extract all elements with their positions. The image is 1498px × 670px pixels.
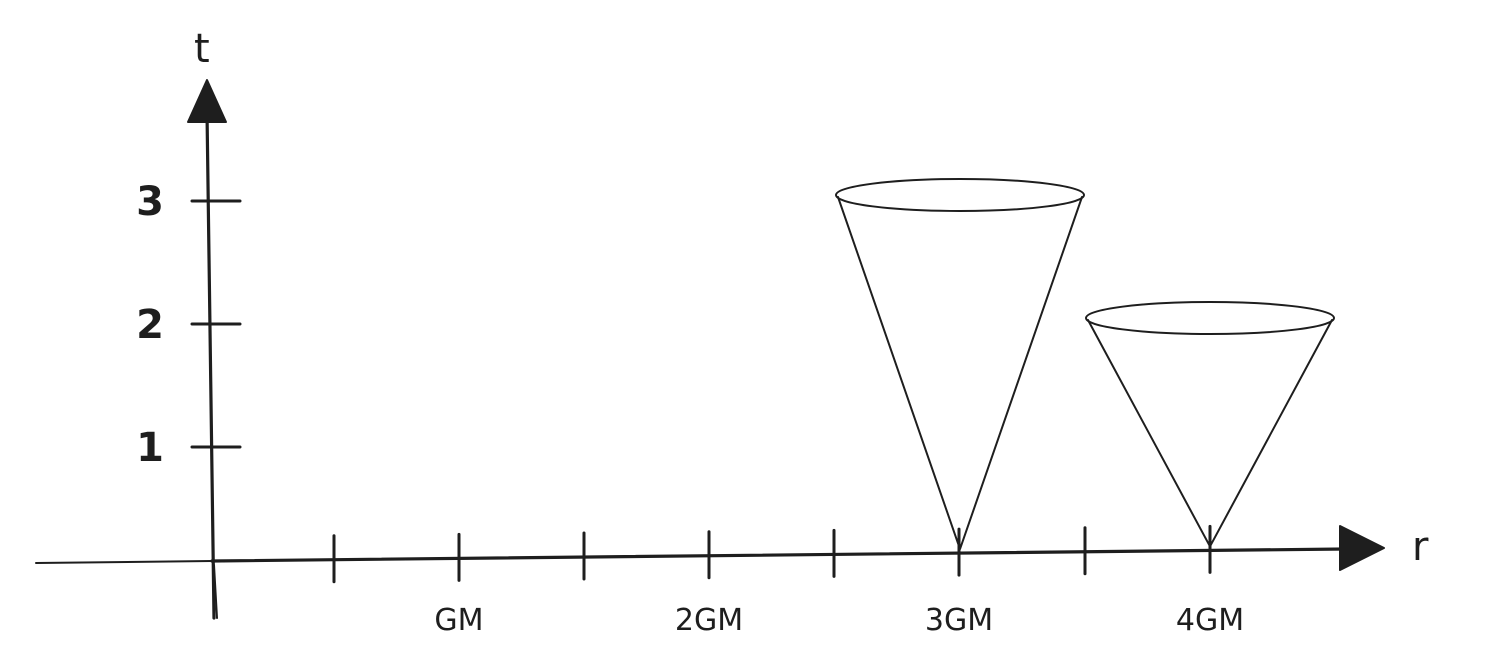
t-tick-label-1: 1 [136, 425, 164, 471]
light-cone-rim [835, 178, 1085, 212]
light-cone-1 [835, 178, 1085, 551]
r-axis-arrowhead [1339, 525, 1385, 571]
light-cone-sides [1087, 319, 1333, 548]
light-cone-rim [1085, 301, 1335, 335]
r-tick-label-3GM: 3GM [925, 603, 993, 638]
r-axis-left-extension [35, 560, 213, 564]
light-cone-2 [1085, 301, 1335, 548]
r-axis-ticks: GM 2GM 3GM 4GM [332, 524, 1244, 638]
r-tick-label-GM: GM [434, 603, 483, 638]
r-axis-label: r [1412, 524, 1429, 570]
r-tick-label-2GM: 2GM [675, 603, 743, 638]
light-cone-sides [837, 196, 1083, 551]
t-axis-label: t [194, 26, 210, 72]
t-axis-line-second-stroke [213, 564, 218, 619]
t-axis-arrowhead [187, 79, 227, 123]
r-tick-label-4GM: 4GM [1176, 603, 1244, 638]
t-axis-line [205, 110, 216, 620]
light-cones [835, 178, 1335, 551]
r-axis-line [210, 547, 1347, 563]
t-axis-ticks: 1 2 3 [136, 179, 242, 471]
t-tick-label-3: 3 [136, 179, 164, 225]
t-tick-label-2: 2 [136, 302, 164, 348]
